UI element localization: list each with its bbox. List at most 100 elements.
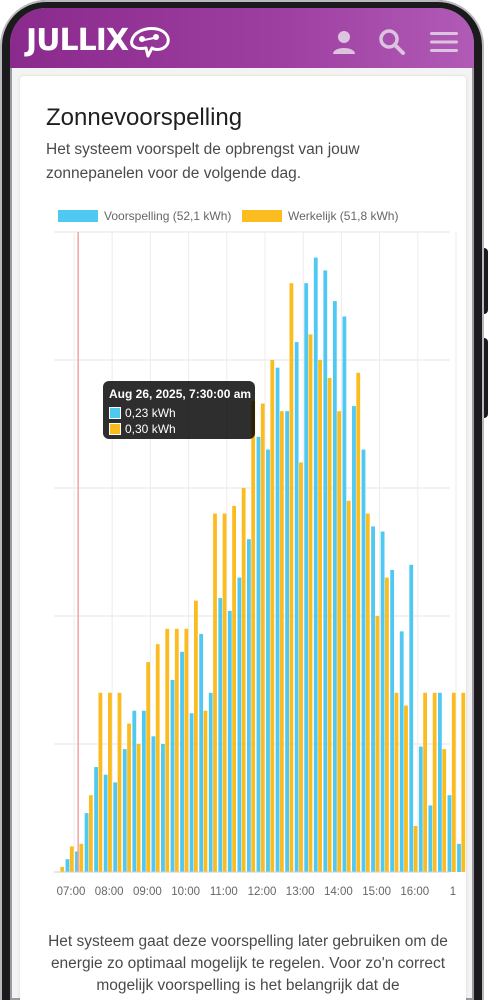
bar-forecast [132, 710, 137, 872]
x-tick-label: 09:00 [133, 886, 162, 898]
bar-forecast [409, 564, 414, 872]
bar-actual [365, 513, 370, 872]
x-tick-label: 16:00 [400, 886, 429, 898]
app-header: JULLIX [10, 8, 474, 68]
side-button [482, 248, 488, 314]
bar-forecast [371, 526, 375, 872]
x-tick-label: 15:00 [362, 886, 391, 898]
user-icon[interactable] [330, 28, 358, 56]
bar-actual [184, 628, 189, 872]
bar-actual [279, 411, 284, 872]
bar-forecast [361, 449, 366, 872]
menu-icon[interactable] [430, 28, 458, 56]
bar-forecast [294, 342, 299, 873]
bar-forecast [399, 631, 404, 872]
page-title: Zonnevoorspelling [46, 104, 243, 131]
tooltip-forecast-row: 0,23 kWh [109, 406, 176, 420]
bar-forecast [256, 436, 261, 872]
forecast-chart[interactable]: 07:00 08:00 09:00 10:00 11:00 12:00 13:00 14:00… [20, 76, 466, 916]
bar-actual [423, 692, 427, 872]
bar-actual [174, 628, 179, 872]
bar-actual [222, 513, 227, 872]
bar-forecast [275, 367, 280, 872]
search-icon[interactable] [378, 28, 406, 56]
chart-legend: Voorspelling (52,1 kWh) Werkelijk (51,8 … [20, 209, 466, 225]
bar-actual [165, 628, 170, 872]
bar-actual [251, 400, 256, 872]
x-tick-label: 12:00 [248, 886, 277, 898]
bar-forecast [380, 531, 385, 872]
bar-actual [375, 616, 380, 872]
bar-actual [451, 692, 456, 872]
tooltip-actual-row: 0,30 kWh [109, 422, 176, 436]
bar-actual [260, 403, 265, 872]
bar-actual [337, 411, 342, 872]
bar-forecast [151, 736, 156, 872]
bar-forecast [247, 539, 251, 872]
bar-forecast [94, 767, 98, 872]
bar-actual [194, 600, 198, 872]
legend-actual-label: Werkelijk (51,8 kWh) [288, 209, 399, 223]
bar-actual [461, 692, 466, 872]
bar-actual [289, 283, 294, 872]
bar-actual [88, 795, 93, 872]
bar-actual [432, 692, 437, 872]
bar-actual [108, 692, 112, 872]
bar-actual [203, 710, 208, 872]
bar-actual [356, 372, 361, 872]
bar-actual [346, 500, 351, 872]
bar-actual [385, 577, 389, 872]
page-subtitle: Het systeem voorspelt de opbrengst van j… [46, 141, 360, 182]
bar-actual [394, 692, 399, 872]
chart-tooltip: Aug 26, 2025, 7:30:00 am 0,23 kWh 0,30 k… [103, 381, 255, 439]
legend-forecast[interactable]: Voorspelling (52,1 kWh) [58, 209, 231, 223]
bar-actual [117, 692, 122, 872]
bar-actual [69, 846, 74, 872]
bar-actual [127, 723, 131, 872]
bar-forecast [189, 713, 194, 872]
bar-forecast [304, 283, 309, 872]
tooltip-forecast-value: 0,23 kWh [125, 406, 176, 420]
plug-logo-icon [130, 27, 170, 58]
bar-actual [308, 334, 313, 872]
bar-actual [146, 662, 151, 872]
bar-forecast [390, 569, 395, 872]
legend-forecast-label: Voorspelling (52,1 kWh) [104, 209, 232, 223]
bar-actual [413, 825, 418, 872]
bar-forecast [161, 744, 165, 872]
bar-forecast [457, 843, 461, 872]
bar-actual [318, 360, 322, 872]
bar-forecast [84, 813, 89, 872]
bar-actual [404, 705, 408, 872]
bar-actual [155, 644, 160, 872]
bar-forecast [180, 651, 184, 872]
bar-forecast [122, 749, 127, 872]
bar-forecast [428, 805, 433, 872]
bar-forecast [75, 851, 79, 872]
bar-actual [60, 866, 65, 872]
bar-forecast [332, 301, 337, 872]
bar-forecast [208, 692, 213, 872]
bar-forecast [285, 411, 289, 872]
bar-forecast [199, 633, 204, 872]
bar-forecast [342, 316, 347, 872]
bar-actual [213, 513, 217, 872]
x-tick-label: 14:00 [324, 886, 353, 898]
legend-actual[interactable]: Werkelijk (51,8 kWh) [242, 209, 398, 223]
x-tick-label: 1 [450, 886, 456, 898]
phone-frame: JULLIX Zonnevoorspelling Het systeem voo… [2, 0, 482, 1000]
explanation-text: Het systeem gaat deze voorspelling later… [48, 933, 448, 994]
side-button [482, 338, 488, 418]
bar-forecast [313, 257, 318, 873]
tooltip-actual-swatch [109, 423, 121, 435]
bar-actual [232, 505, 236, 872]
bar-forecast [418, 746, 423, 872]
bar-actual [79, 843, 84, 872]
bar-actual [442, 749, 447, 872]
bar-forecast [352, 406, 356, 872]
bar-forecast [141, 710, 146, 872]
legend-forecast-swatch [58, 210, 98, 222]
jullix-logo[interactable]: JULLIX [26, 22, 172, 58]
x-tick-label: 13:00 [286, 886, 315, 898]
logo-text: JULLIX [26, 22, 129, 58]
